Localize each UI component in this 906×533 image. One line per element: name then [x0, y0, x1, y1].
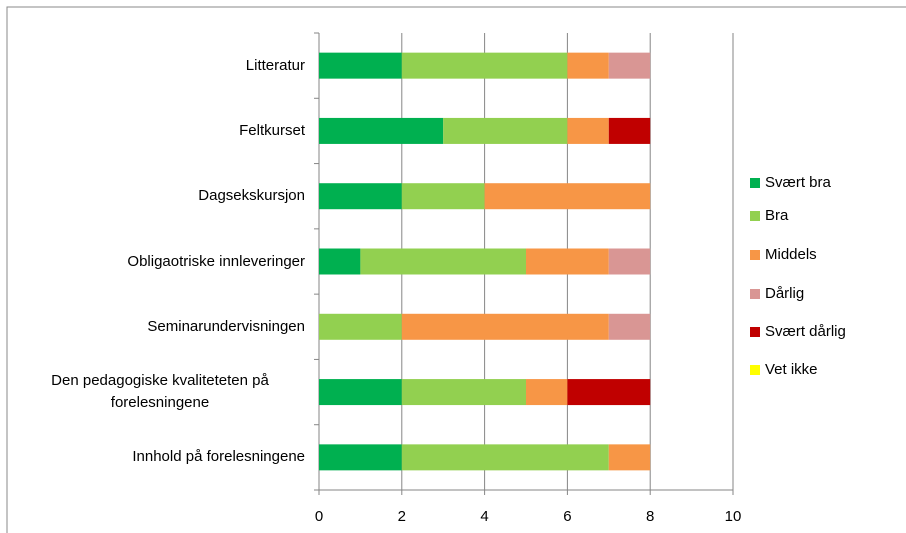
bar-segment: [401, 313, 609, 340]
bar-segment: [360, 248, 526, 275]
bar-segment: [526, 248, 609, 275]
chart-frame: [6, 6, 906, 533]
bar-segment: [401, 444, 609, 471]
y-tick-label: Dagsekskursjon: [198, 187, 305, 205]
bar-segment: [319, 183, 402, 210]
legend-label: Svært bra: [765, 174, 832, 191]
bar-segment: [567, 379, 651, 406]
y-tick-label: Obligaotriske innleveringer: [127, 252, 305, 270]
legend-label: Vet ikke: [765, 361, 818, 378]
bar-segment: [319, 117, 444, 144]
legend-swatch: [750, 327, 760, 337]
x-tick-label: 2: [398, 508, 406, 525]
legend-label: Bra: [765, 207, 789, 224]
x-tick-label: 8: [646, 508, 654, 525]
bar-segment: [567, 117, 609, 144]
y-tick-label: Litteratur: [245, 56, 305, 74]
bar-segment: [608, 52, 651, 79]
x-tick-label: 6: [563, 508, 571, 525]
bar-segment: [567, 52, 609, 79]
legend-swatch: [750, 365, 760, 375]
x-tick-label: 0: [315, 508, 323, 525]
bar-segment: [608, 248, 651, 275]
bar-segment: [401, 379, 526, 406]
bar-segment: [319, 52, 402, 79]
x-tick-label: 10: [725, 508, 742, 525]
legend-label: Dårlig: [765, 285, 804, 302]
bar-segment: [484, 183, 651, 210]
y-tick-label: Innhold på forelesningene: [132, 448, 305, 466]
x-tick-label: 4: [480, 508, 488, 525]
legend-label: Svært dårlig: [765, 323, 846, 340]
legend-swatch: [750, 289, 760, 299]
bar-segment: [319, 248, 361, 275]
bar-segment: [319, 313, 402, 340]
legend-label: Middels: [765, 246, 817, 263]
bar-segment: [401, 183, 485, 210]
bar-segment: [608, 313, 651, 340]
bar-segment: [401, 52, 568, 79]
legend-swatch: [750, 211, 760, 221]
bar-segment: [319, 444, 402, 471]
bar-segment: [319, 379, 402, 406]
legend-swatch: [750, 250, 760, 260]
bar-segment: [608, 117, 651, 144]
y-tick-label: Den pedagogiske kvaliteteten på forelesn…: [51, 372, 269, 412]
bar-segment: [443, 117, 568, 144]
legend-swatch: [750, 178, 760, 188]
bar-segment: [526, 379, 568, 406]
y-tick-label: Feltkurset: [239, 121, 305, 139]
y-tick-label: Seminarundervisningen: [147, 317, 305, 335]
bar-segment: [608, 444, 651, 471]
